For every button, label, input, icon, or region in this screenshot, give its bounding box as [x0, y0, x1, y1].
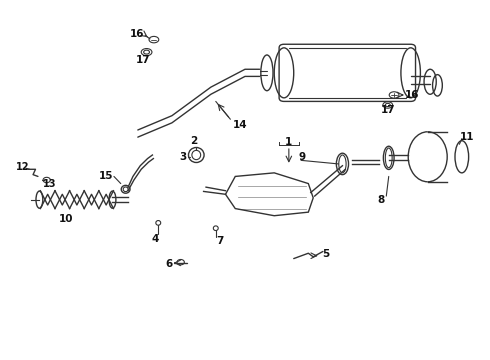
Text: 15: 15: [99, 171, 113, 181]
Text: 1: 1: [285, 138, 293, 148]
Text: 3: 3: [179, 152, 186, 162]
Text: 5: 5: [322, 249, 329, 259]
Text: 17: 17: [380, 105, 395, 115]
Text: 17: 17: [135, 55, 150, 65]
Text: 11: 11: [460, 132, 474, 142]
Text: 16: 16: [129, 28, 144, 39]
Text: 12: 12: [16, 162, 29, 172]
Text: 14: 14: [233, 120, 247, 130]
Text: 9: 9: [299, 152, 306, 162]
Text: 13: 13: [43, 179, 57, 189]
Text: 10: 10: [59, 214, 74, 224]
Text: 2: 2: [190, 136, 197, 146]
Text: 16: 16: [404, 90, 419, 100]
Text: 4: 4: [151, 234, 159, 244]
Text: 8: 8: [378, 195, 385, 204]
Text: 7: 7: [216, 236, 223, 246]
Text: 6: 6: [166, 259, 173, 269]
